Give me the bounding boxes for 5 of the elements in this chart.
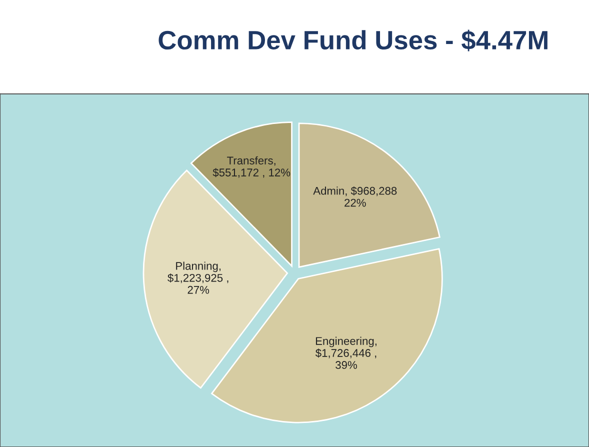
slice-label: Planning, $1,223,925 , 27% <box>168 262 228 294</box>
slice-label: Engineering, $1,726,446 , 39% <box>315 336 376 369</box>
slice-label: Admin, $968,288 22% <box>313 186 397 207</box>
chart-title: Comm Dev Fund Uses - $4.47M <box>158 30 548 52</box>
slice-label: Transfers, $551,172 , 12% <box>212 156 290 178</box>
